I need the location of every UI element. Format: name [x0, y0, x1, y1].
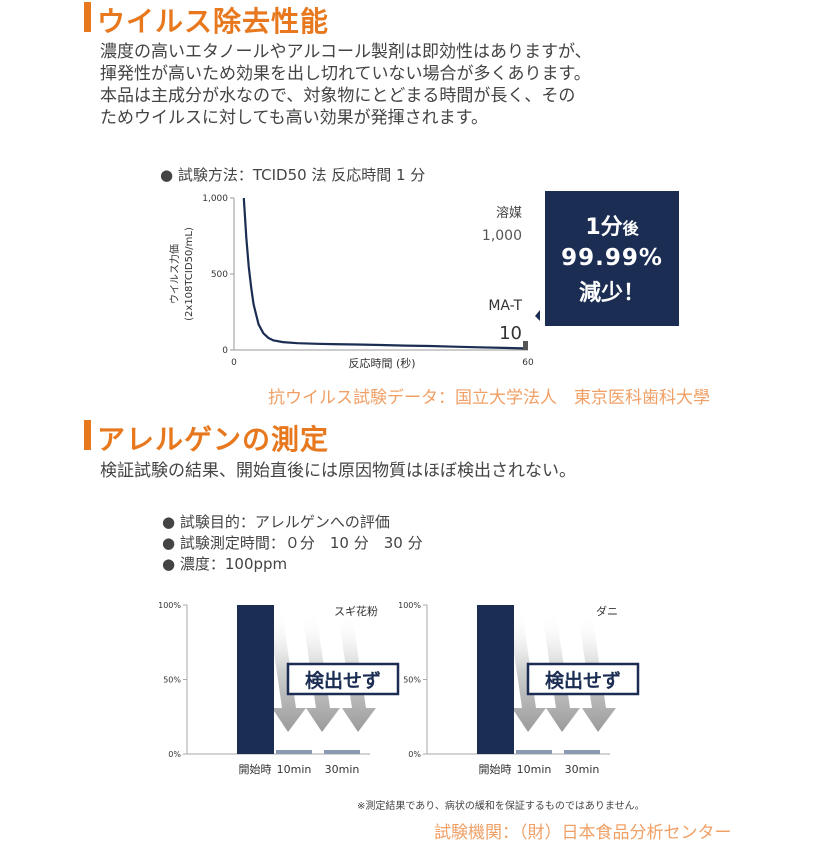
annotation-solvent-label: 溶媒	[496, 206, 522, 221]
x-tick-label: 0	[231, 358, 237, 368]
annotation-solvent-value: 1,000	[482, 228, 522, 244]
y-tick-label: 0%	[408, 750, 421, 759]
allergen-section-title: アレルゲンの測定	[97, 423, 330, 456]
virus-section-title: ウイルス除去性能	[97, 5, 330, 38]
y-tick-label: 0	[222, 346, 228, 356]
category-label: 開始時	[479, 762, 512, 776]
badge-text: 検出せず	[545, 669, 621, 692]
bar	[564, 750, 600, 754]
y-tick-label: 1,000	[202, 194, 228, 204]
allergen-test-credit: 試験機関：（財）日本食品分析センター	[434, 823, 732, 843]
annotation-mat-value: 10	[499, 323, 522, 344]
y-tick-label: 100%	[398, 601, 421, 610]
callout-reduction: 減少！	[578, 281, 645, 306]
x-axis-label: 反応時間 (秒)	[348, 356, 415, 370]
category-label: 30min	[325, 763, 360, 776]
bar	[477, 605, 514, 754]
y-axis-label-unit: (2x108TCID50/mL)	[184, 227, 195, 321]
section-marker	[84, 420, 91, 450]
virus-chart: 0 500 1,000 0 60 ウイルス力価 (2x108TCID50/mL) 反応…	[168, 194, 540, 370]
allergen-bullet: ● 試験測定時間：０分 10 分 30 分	[162, 534, 423, 552]
annotation-mat-label: MA-T	[488, 298, 522, 314]
y-tick-label: 0%	[168, 750, 181, 759]
virus-paragraph-line: 揮発性が高いため効果を出し切れていない場合が多くあります。	[100, 64, 591, 84]
bar	[276, 750, 312, 754]
result-callout: 1分後 99.99% 減少！	[545, 191, 679, 326]
virus-test-credit: 抗ウイルス試験データ：国立大学法人 東京医科歯科大學	[268, 388, 710, 408]
x-tick-label: 60	[522, 358, 534, 368]
bar	[237, 605, 274, 754]
y-tick-label: 50%	[163, 676, 181, 685]
test-method: ● 試験方法：TCID50 法 反応時間 1 分	[160, 166, 426, 184]
badge-text: 検出せず	[305, 669, 381, 692]
y-tick-label: 50%	[403, 676, 421, 685]
allergen-lead: 検証試験の結果、開始直後には原因物質はほぼ検出されない。	[100, 461, 576, 481]
panel-label: ダニ	[596, 604, 618, 618]
not-detected-badge: 検出せず	[286, 662, 400, 696]
bar	[324, 750, 360, 754]
y-tick-label: 500	[211, 270, 228, 280]
virus-paragraph-line: 本品は主成分が水なので、対象物にとどまる時間が長く、その	[100, 86, 576, 106]
callout-time: 1分後	[585, 215, 639, 240]
end-marker	[523, 341, 528, 350]
virus-paragraph-line: 濃度の高いエタノールやアルコール製剤は即効性はありますが、	[100, 42, 592, 62]
category-label: 30min	[565, 763, 600, 776]
callout-pointer	[535, 310, 540, 321]
y-axis-label: ウイルス力価	[168, 244, 181, 304]
series-line	[242, 197, 529, 350]
section-marker	[84, 2, 91, 32]
y-tick-label: 100%	[158, 601, 181, 610]
allergen-bullet: ● 試験目的：アレルゲンへの評価	[162, 513, 390, 531]
allergen-bullet: ● 濃度：100ppm	[162, 555, 288, 573]
bar	[516, 750, 552, 754]
category-label: 10min	[517, 763, 552, 776]
callout-percent: 99.99%	[561, 245, 663, 271]
not-detected-badge: 検出せず	[526, 662, 640, 696]
category-label: 10min	[277, 763, 312, 776]
category-label: 開始時	[239, 762, 272, 776]
virus-paragraph-line: ためウイルスに対しても高い効果が発揮されます。	[100, 108, 488, 128]
disclaimer-note: ※測定結果であり、病状の緩和を保証するものではありません。	[357, 801, 645, 812]
